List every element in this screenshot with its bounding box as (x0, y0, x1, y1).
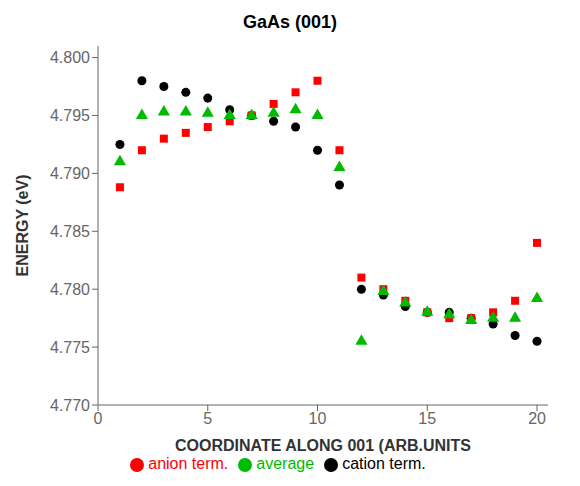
svg-text:15: 15 (418, 410, 436, 427)
svg-text:0: 0 (94, 410, 103, 427)
svg-text:4.770: 4.770 (50, 397, 90, 414)
svg-text:COORDINATE ALONG 001 (ARB.UNIT: COORDINATE ALONG 001 (ARB.UNITS (175, 437, 471, 454)
svg-text:4.800: 4.800 (50, 49, 90, 66)
svg-text:4.790: 4.790 (50, 165, 90, 182)
html-text:cation term.: cation term. (342, 455, 426, 472)
svg-text:4.775: 4.775 (50, 339, 90, 356)
html-text:average: average (256, 455, 315, 472)
html-text:anion term.: anion term. (148, 455, 229, 472)
svg-text:5: 5 (203, 410, 212, 427)
html-text:GaAs (001): GaAs (001) (243, 12, 337, 32)
svg-text:ENERGY (eV): ENERGY (eV) (14, 175, 31, 277)
svg-text:4.795: 4.795 (50, 107, 90, 124)
svg-text:10: 10 (309, 410, 327, 427)
svg-text:20: 20 (528, 410, 546, 427)
svg-text:4.785: 4.785 (50, 223, 90, 240)
svg-text:4.780: 4.780 (50, 281, 90, 298)
